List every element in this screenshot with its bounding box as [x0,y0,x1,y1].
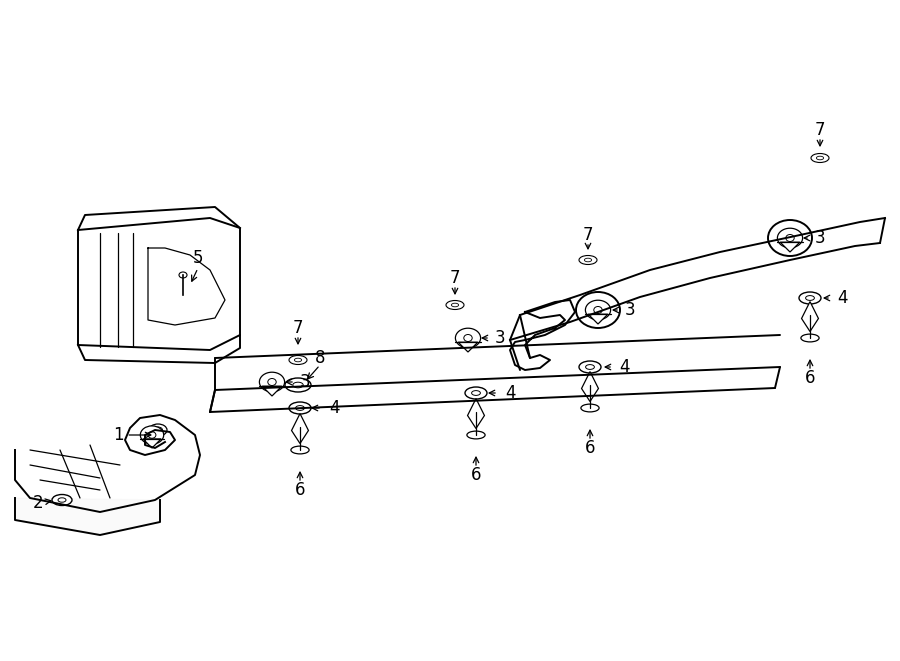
Ellipse shape [148,432,156,438]
Ellipse shape [452,303,459,307]
Ellipse shape [446,301,464,309]
Text: 6: 6 [585,439,595,457]
Ellipse shape [806,295,814,300]
Text: 2: 2 [32,494,43,512]
Ellipse shape [584,258,591,262]
Ellipse shape [291,446,309,454]
Polygon shape [15,498,160,535]
Text: 3: 3 [495,329,505,347]
Ellipse shape [285,378,311,392]
Ellipse shape [472,391,481,395]
Text: 1: 1 [112,426,123,444]
Ellipse shape [786,235,794,241]
Ellipse shape [467,431,485,439]
Ellipse shape [149,424,167,436]
Ellipse shape [52,494,72,506]
Ellipse shape [289,356,307,364]
Polygon shape [589,314,608,324]
Ellipse shape [580,404,599,412]
Ellipse shape [294,358,302,362]
Text: 4: 4 [505,384,515,402]
Ellipse shape [576,292,620,328]
Polygon shape [802,301,818,332]
Polygon shape [143,439,161,448]
Ellipse shape [154,427,163,433]
Ellipse shape [779,229,801,247]
Ellipse shape [778,228,803,248]
Text: 6: 6 [295,481,305,499]
Text: 4: 4 [328,399,339,417]
Ellipse shape [259,372,284,392]
Ellipse shape [801,334,819,342]
Ellipse shape [799,292,821,304]
Text: 7: 7 [292,319,303,337]
Polygon shape [468,399,484,428]
Text: 6: 6 [805,369,815,387]
Ellipse shape [140,426,164,444]
Ellipse shape [292,382,303,388]
Polygon shape [458,342,478,352]
Polygon shape [262,386,282,396]
Ellipse shape [289,402,311,414]
Text: 4: 4 [619,358,629,376]
Polygon shape [581,371,598,401]
Ellipse shape [768,220,812,256]
Text: 4: 4 [837,289,847,307]
Polygon shape [292,414,309,444]
Text: 3: 3 [625,301,635,319]
Text: 7: 7 [450,269,460,287]
Text: 7: 7 [814,121,825,139]
Ellipse shape [579,361,601,373]
Text: 7: 7 [583,226,593,244]
Polygon shape [780,242,800,252]
Ellipse shape [579,256,597,264]
Ellipse shape [587,301,609,319]
Text: 8: 8 [315,349,325,367]
Ellipse shape [455,329,481,348]
Text: 6: 6 [471,466,482,484]
Ellipse shape [464,334,472,342]
Text: 5: 5 [193,249,203,267]
Ellipse shape [58,498,66,502]
Ellipse shape [585,300,610,320]
Ellipse shape [295,406,304,410]
Ellipse shape [465,387,487,399]
Text: 3: 3 [300,373,310,391]
Ellipse shape [268,379,276,385]
Text: 3: 3 [814,229,825,247]
Ellipse shape [586,365,594,369]
Ellipse shape [179,272,187,278]
Ellipse shape [594,307,602,313]
Ellipse shape [816,156,824,160]
Ellipse shape [811,153,829,163]
